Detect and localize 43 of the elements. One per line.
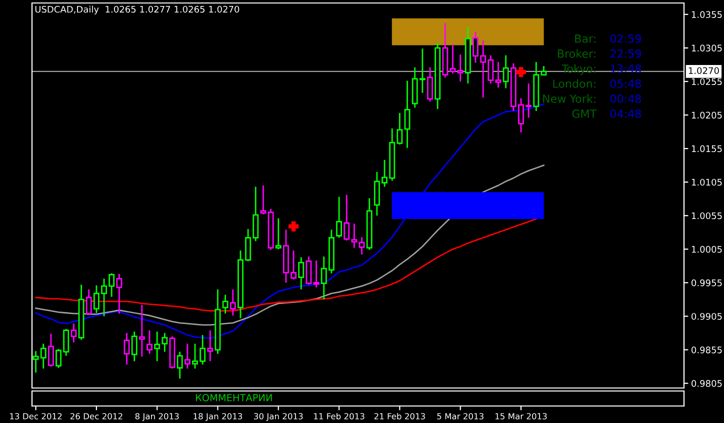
chart-title: USDCAD,Daily 1.0265 1.0277 1.0265 1.0270 — [35, 6, 240, 14]
y-tick-label: 1.0255 — [692, 78, 722, 86]
y-tick-label: 1.0205 — [692, 112, 722, 119]
y-tick-label: 1.0105 — [692, 178, 722, 186]
annotation: 02:59 — [610, 34, 641, 43]
annotation: GMT — [572, 109, 597, 118]
x-tick-label: 18 Jan 2013 — [194, 413, 242, 421]
y-tick-label: 0.9905 — [692, 312, 722, 320]
annotation: Bar: — [575, 34, 596, 43]
ref-line-label: 1.0270 — [688, 67, 719, 74]
annotation: 04:48 — [610, 109, 641, 118]
candlestick — [260, 185, 266, 214]
y-tick-label: 1.0305 — [692, 44, 722, 52]
candlestick — [306, 256, 312, 285]
annotation: 00:48 — [610, 94, 641, 103]
x-tick-label: 5 Mar 2013 — [437, 413, 484, 420]
x-tick-label: 21 Feb 2013 — [374, 412, 425, 420]
annotation: 05:48 — [610, 79, 641, 88]
y-tick-label: 0.9955 — [692, 279, 722, 286]
y-tick-label: 0.9805 — [692, 380, 722, 387]
candlestick — [124, 332, 130, 365]
x-tick-label: 8 Jan 2013 — [135, 413, 179, 421]
y-tick-label: 1.0055 — [692, 212, 722, 220]
annotation: 13:48 — [610, 64, 641, 73]
x-tick-label: 30 Jan 2013 — [254, 413, 303, 421]
y-tick-label: 0.9855 — [692, 346, 722, 354]
x-tick-label: 15 Mar 2013 — [496, 413, 547, 420]
line-series — [35, 104, 544, 340]
candlestick — [404, 80, 410, 148]
x-tick-label: 11 Feb 2013 — [314, 412, 364, 420]
candlestick — [450, 44, 456, 74]
candlestick — [495, 62, 502, 88]
annotation: London: — [553, 79, 596, 88]
y-tick-label: 1.0355 — [692, 11, 722, 18]
annotation: Broker: — [558, 49, 596, 58]
x-tick-label: 26 Dec 2012 — [70, 413, 122, 420]
line-series — [35, 164, 544, 326]
y-tick-label: 1.0005 — [692, 246, 722, 253]
text: КОММЕНТАРИИ — [196, 394, 272, 402]
y-tick-label: 1.0155 — [692, 145, 722, 152]
x-tick-label: 13 Dec 2012 — [10, 413, 62, 420]
annotation: New York: — [543, 94, 596, 103]
annotation: 22:59 — [610, 49, 641, 58]
